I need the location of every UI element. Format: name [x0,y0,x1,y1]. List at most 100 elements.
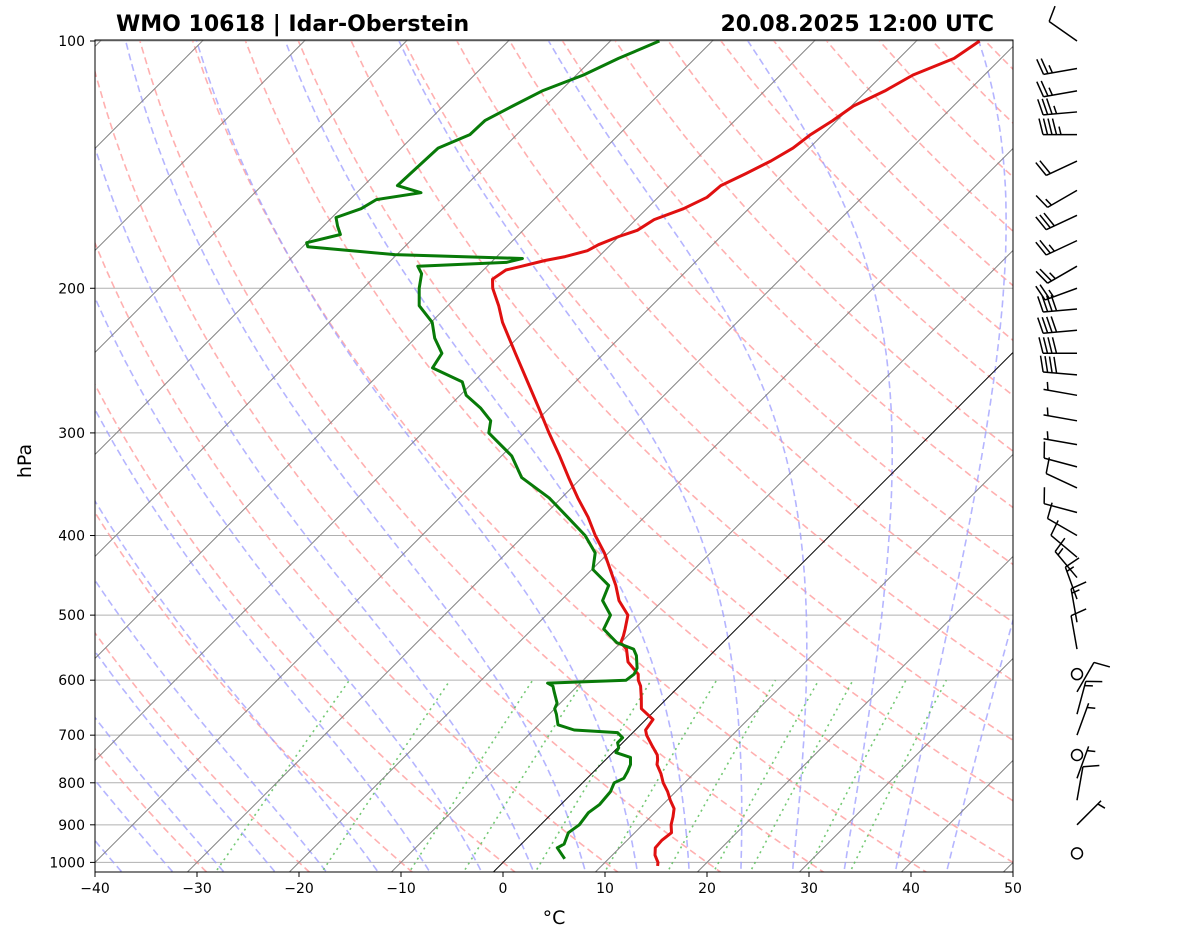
x-axis-label: °C [543,907,566,929]
wind-barb [1038,337,1077,355]
isotherm-line [95,40,409,354]
wind-barb [1035,212,1078,231]
wind-barb [1070,581,1087,623]
isotherm-line [288,147,1013,872]
moist-adiabat-line [95,145,535,872]
wind-barbs [1035,5,1111,860]
wind-barb [1054,537,1078,579]
moist-adiabat-line [195,40,639,872]
x-tick-label: −20 [284,881,314,897]
dry-adiabat-line [1144,41,1181,880]
plot-frame [94,39,1014,873]
mixing-ratio-line [712,679,820,872]
wind-barb [1050,520,1078,558]
dewpoint-profile [305,40,660,860]
wind-barb [1035,160,1078,177]
profile-lines [305,40,981,867]
wind-barb [1036,58,1078,76]
dry-adiabat-line [614,40,1013,453]
dry-adiabat-line [403,40,1013,682]
moist-adiabat-line [95,779,174,872]
isotherm-line [95,40,817,762]
isotherm-line [696,555,1013,872]
dry-adiabat-line [95,383,517,872]
x-tick-label: 30 [800,881,818,897]
wind-barb [1043,381,1078,397]
wind-barb [1039,355,1078,376]
wind-barb [1076,680,1103,715]
y-axis-label: hPa [14,444,36,478]
x-tick-label: 40 [902,881,920,897]
y-tick-label: 800 [58,776,85,792]
dry-adiabat-line [95,631,311,872]
mixing-ratio-line [462,679,585,872]
moist-adiabat-line [124,40,587,872]
wind-barb [1076,702,1096,736]
isotherm-line [95,40,511,456]
wind-barb [1076,764,1100,801]
wind-barb [1043,441,1078,468]
dry-adiabat-line [95,511,414,872]
wind-barb [1037,98,1078,116]
wind-barb [1064,557,1080,600]
dry-adiabat-line [1038,41,1181,880]
dry-adiabat-line [95,68,722,872]
isotherm-line [798,657,1013,872]
x-tick-label: 20 [698,881,716,897]
y-tick-label: 900 [58,818,85,834]
wind-barb [1076,661,1111,693]
isotherm-line [95,40,307,252]
moist-adiabat-line [547,40,808,872]
moist-adiabat-line [398,40,743,872]
y-tick-label: 500 [58,608,85,624]
dry-adiabat-line [667,40,1013,397]
dry-adiabat-line [1091,41,1181,880]
moist-adiabat-line [0,41,78,880]
isotherm-line [95,40,715,660]
dry-adiabat-line [244,40,1013,864]
wind-barb [1045,457,1078,489]
x-tick-label: −10 [386,881,416,897]
dry-adiabat-line [350,40,1013,742]
isotherm-line [1098,23,1181,880]
wind-barb [1043,431,1078,446]
wind-barb [1070,748,1084,762]
wind-barb [1048,5,1078,42]
y-tick-label: 300 [58,426,85,442]
wind-barb [1035,189,1078,209]
isotherm-line [594,453,1013,872]
x-tick-label: −40 [80,881,110,897]
zero-isotherm-line [492,351,1013,872]
x-tick-label: 0 [499,881,508,897]
moist-adiabat-line [95,407,431,872]
wind-barb [1076,746,1096,779]
mixing-ratio-line [320,679,451,872]
dry-adiabat-line [878,40,1013,179]
moist-adiabat-line [95,578,328,872]
dry-adiabat-line [931,40,1013,125]
mixing-ratio-line [214,679,351,872]
wind-barb [1043,407,1078,422]
x-tick-label: 50 [1004,881,1022,897]
title-datetime: 20.08.2025 12:00 UTC [720,12,994,37]
wind-barb [1035,265,1078,284]
dry-adiabat-line [139,40,825,872]
dry-adiabat-line [456,40,1013,624]
wind-barb [1037,316,1078,334]
wind-barb [1036,80,1078,98]
y-tick-label: 400 [58,529,85,545]
wind-barb [1070,847,1084,860]
wind-barb [1037,295,1078,313]
x-tick-label: 10 [596,881,614,897]
dry-adiabat-line [773,40,1013,287]
moist-adiabat-line [95,650,277,872]
mixing-ratio-line [666,679,777,872]
isotherm-line [390,249,1013,872]
dry-adiabat-line [826,40,1013,233]
isotherm-line [186,45,1013,872]
moist-adiabat-line [284,40,690,872]
wind-barb [1070,667,1084,681]
y-tick-label: 100 [58,34,85,50]
y-tick-label: 600 [58,673,85,689]
mixing-ratio-line [603,679,718,872]
